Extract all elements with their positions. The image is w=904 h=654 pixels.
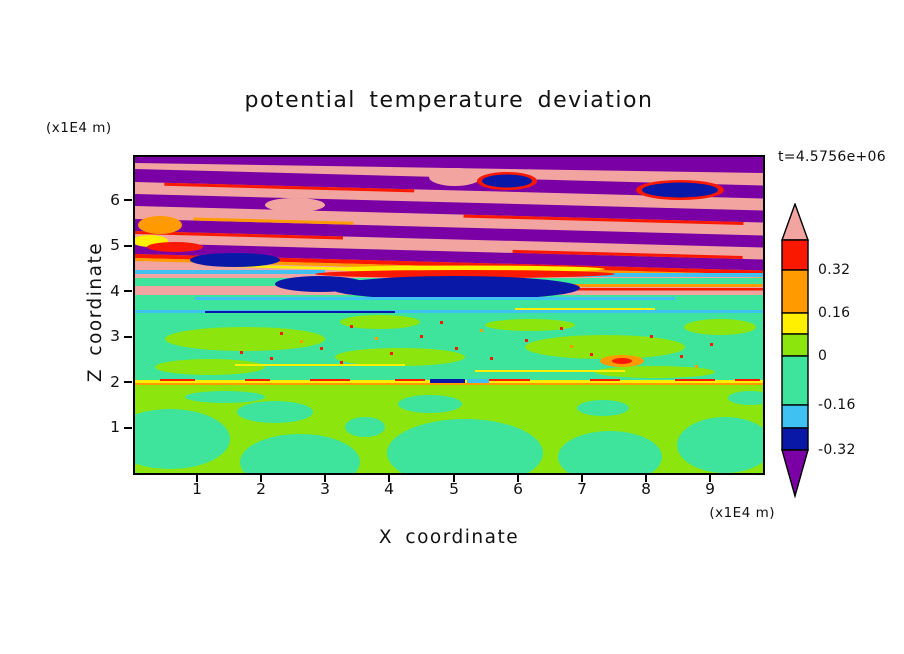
z-tick-label: 4: [110, 282, 120, 300]
x-tick-label: 5: [449, 480, 459, 498]
z-tick-mark: [124, 199, 132, 201]
x-tick-label: 8: [641, 480, 651, 498]
chart-title: potential temperature deviation: [244, 88, 654, 113]
colorbar-label: -0.16: [818, 397, 856, 413]
z-tick-mark: [124, 336, 132, 338]
colorbar-label: 0: [818, 348, 828, 364]
x-tick-label: 1: [192, 480, 202, 498]
z-tick-mark: [124, 381, 132, 383]
colorbar-label: -0.32: [818, 442, 856, 458]
x-axis-title: X coordinate: [378, 527, 520, 548]
z-tick-label: 3: [110, 327, 120, 345]
z-tick-label: 5: [110, 236, 120, 254]
z-axis-unit-label: (x1E4 m): [46, 120, 112, 136]
x-tick-label: 2: [256, 480, 266, 498]
z-axis-title: Z coordinate: [85, 241, 106, 383]
x-tick-label: 3: [320, 480, 330, 498]
x-tick-mark: [581, 474, 583, 482]
x-tick-mark: [709, 474, 711, 482]
x-tick-mark: [517, 474, 519, 482]
colorbar-label: 0.32: [818, 262, 851, 278]
colorbar: [780, 201, 812, 503]
colorbar-scale: [781, 201, 809, 499]
z-tick-label: 2: [110, 373, 120, 391]
x-tick-mark: [260, 474, 262, 482]
x-tick-mark: [453, 474, 455, 482]
z-tick-mark: [124, 427, 132, 429]
x-tick-mark: [324, 474, 326, 482]
x-tick-label: 7: [577, 480, 587, 498]
z-tick-label: 1: [110, 418, 120, 436]
z-tick-label: 6: [110, 191, 120, 209]
z-tick-mark: [124, 290, 132, 292]
x-axis-unit-label: (x1E4 m): [709, 505, 775, 521]
x-tick-label: 6: [513, 480, 523, 498]
x-tick-mark: [388, 474, 390, 482]
plot-area: [133, 155, 765, 475]
time-annotation: t=4.5756e+06: [778, 149, 886, 165]
x-tick-mark: [645, 474, 647, 482]
colorbar-label: 0.16: [818, 305, 851, 321]
z-tick-mark: [124, 245, 132, 247]
x-tick-mark: [196, 474, 198, 482]
x-tick-label: 4: [384, 480, 394, 498]
heatmap-field: [135, 157, 763, 473]
x-tick-label: 9: [705, 480, 715, 498]
